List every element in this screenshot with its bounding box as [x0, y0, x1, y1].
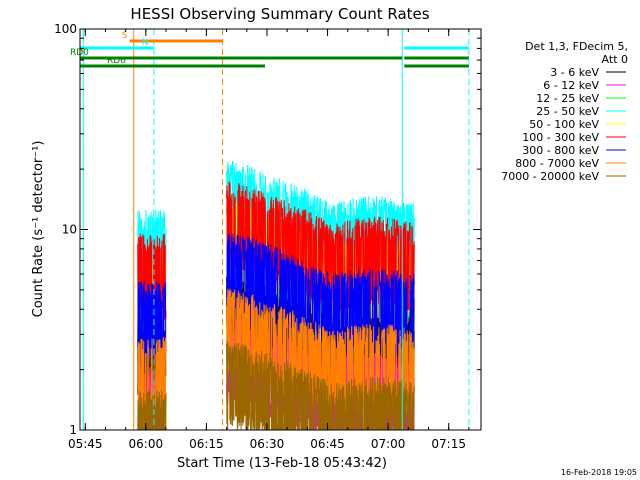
legend-title: Att 0 — [602, 53, 628, 66]
x-tick-label: 06:30 — [250, 437, 285, 451]
x-tick-label: 06:45 — [310, 437, 345, 451]
date-stamp: 16-Feb-2018 19:05 — [561, 468, 637, 477]
legend-entry-label: 3 - 6 keV — [550, 66, 599, 79]
series-line-800to7000keV — [137, 336, 167, 428]
x-tick-label: 07:00 — [371, 437, 406, 451]
legend-entry-label: 50 - 100 keV — [529, 118, 599, 131]
legend-entry-label: 25 - 50 keV — [536, 105, 599, 118]
legend-entry-label: 800 - 7000 keV — [515, 157, 599, 170]
legend-entry-label: 7000 - 20000 keV — [501, 170, 599, 183]
y-axis-label: Count Rate (s⁻¹ detector⁻¹) — [31, 141, 46, 318]
y-tick-label: 1 — [69, 423, 77, 437]
flag-label-s: S — [122, 31, 128, 41]
x-tick-label: 05:45 — [68, 437, 103, 451]
flag-label-n: N — [142, 38, 149, 48]
x-tick-label: 06:15 — [189, 437, 224, 451]
y-tick-label: 100 — [54, 22, 77, 36]
x-tick-label: 07:15 — [431, 437, 466, 451]
legend-entry-label: 12 - 25 keV — [536, 92, 599, 105]
chart-title: HESSI Observing Summary Count Rates — [130, 5, 429, 23]
axes: 05:45 06:00 06:15 06:30 06:45 07:00 07:15 1 10 10… — [54, 22, 481, 451]
legend-title: Det 1,3, FDecim 5, — [525, 40, 628, 53]
x-axis-label: Start Time (13-Feb-18 05:43:42) — [177, 456, 387, 471]
series-line-300to800keV — [226, 233, 415, 363]
legend-entry-label: 100 - 300 keV — [522, 131, 599, 144]
legend-entry-label: 300 - 800 keV — [522, 144, 599, 157]
x-tick-label: 06:00 — [129, 437, 164, 451]
legend-entry-label: 6 - 12 keV — [543, 79, 599, 92]
flag-label-rd6: RD6 — [107, 56, 126, 66]
y-tick-label: 10 — [62, 223, 77, 237]
